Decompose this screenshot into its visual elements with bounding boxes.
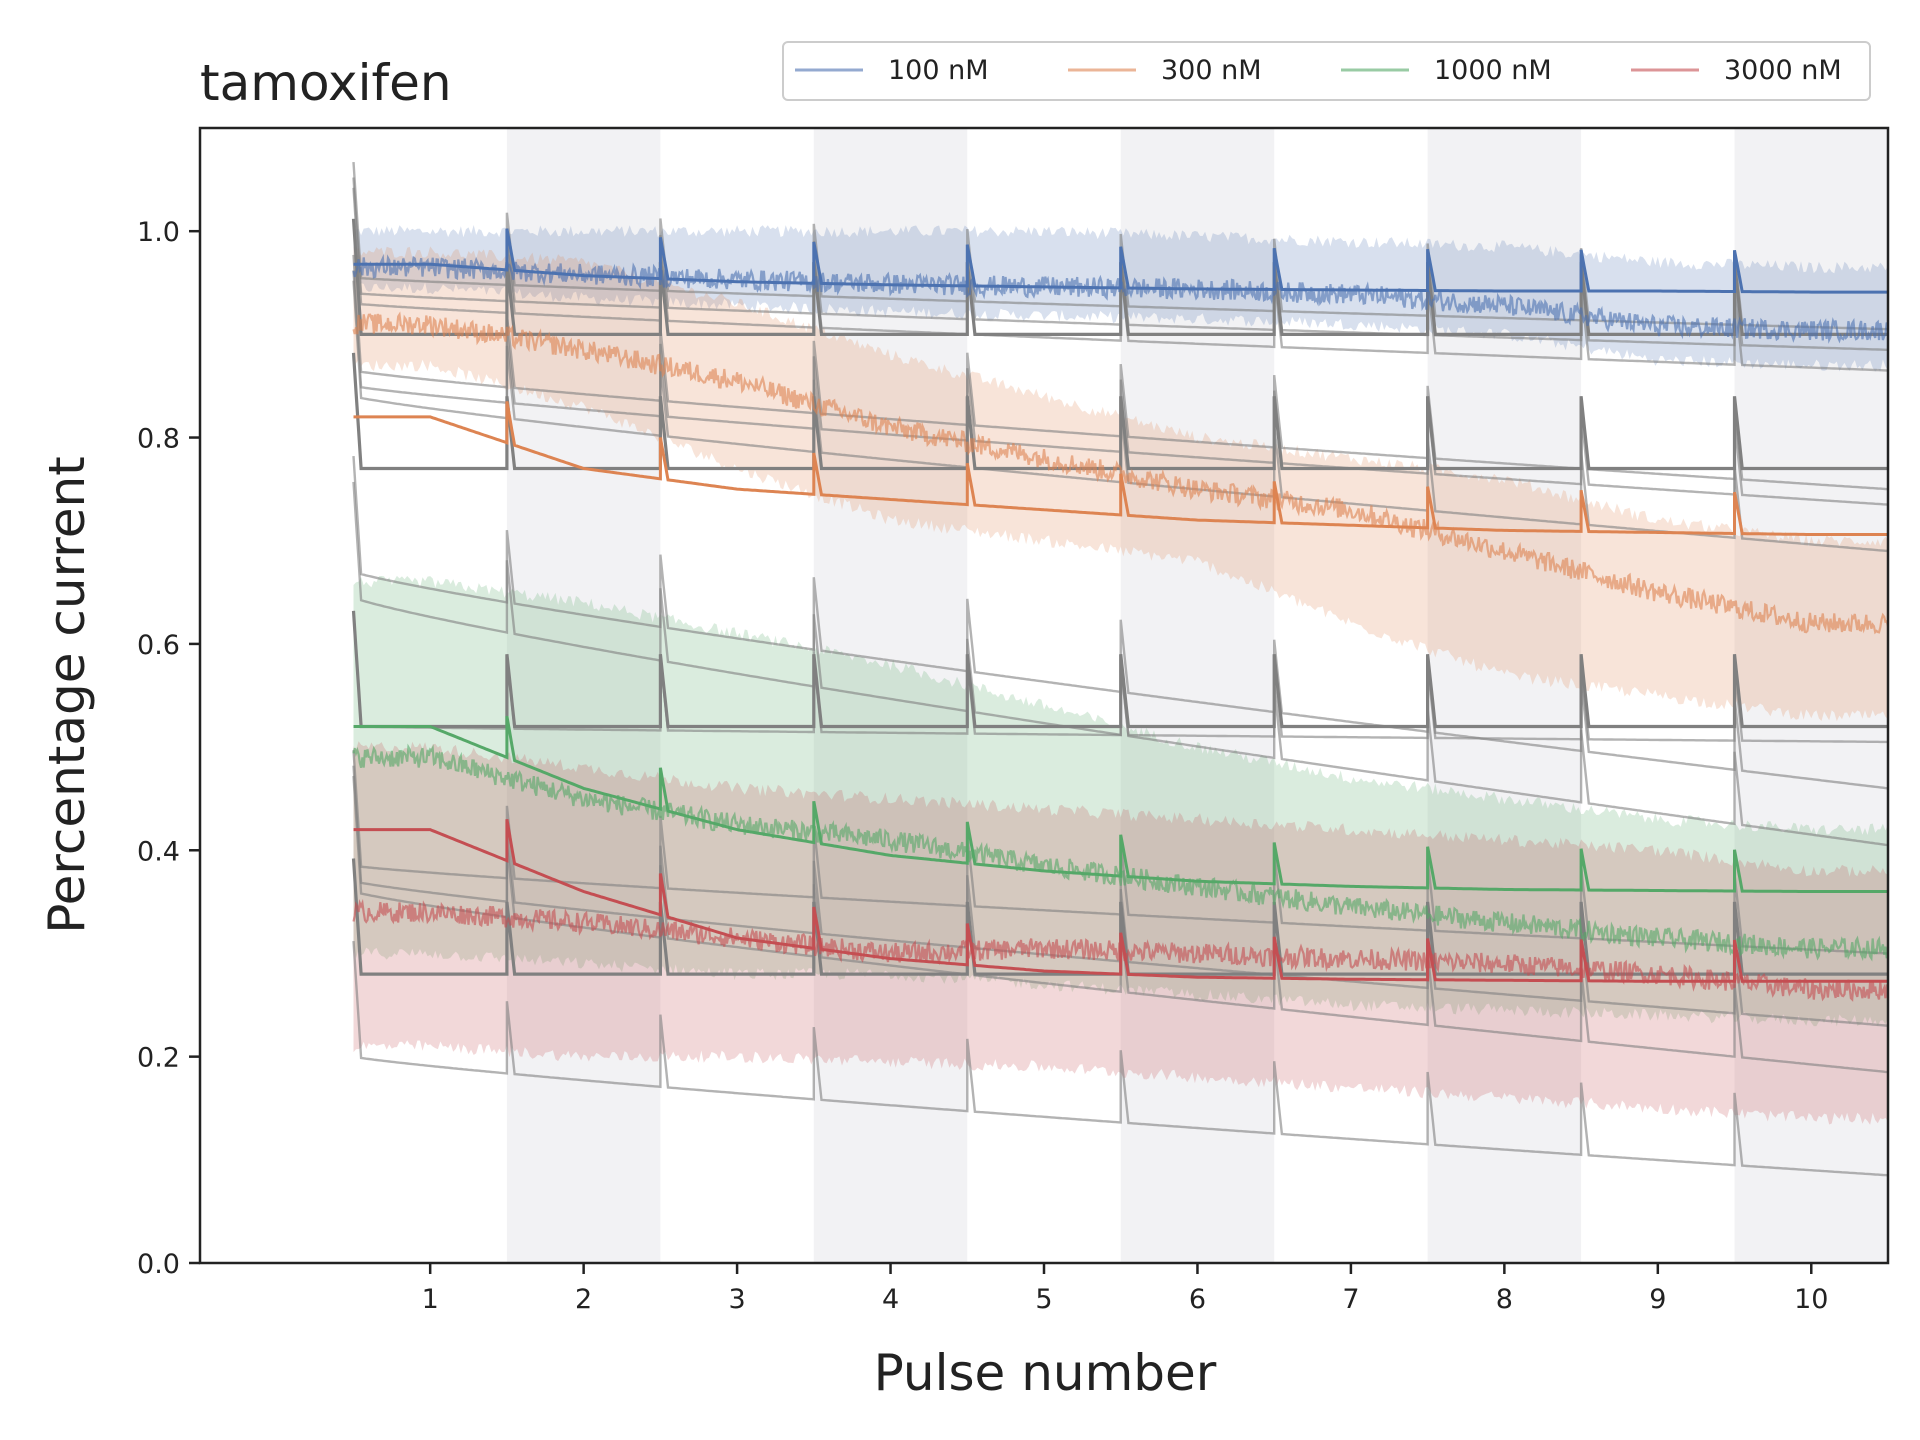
legend-label-300-nm: 300 nM: [1161, 55, 1262, 86]
x-tick-label-5: 5: [1035, 1284, 1052, 1315]
reference-fit-line-8: [351, 352, 1888, 471]
x-tick-label-2: 2: [575, 1284, 592, 1315]
pulse-shade-10: [1734, 128, 1888, 1263]
legend-label-3000-nm: 3000 nM: [1724, 55, 1842, 86]
y-tick-label-0.8: 0.8: [137, 424, 180, 455]
x-tick-label-8: 8: [1496, 1284, 1513, 1315]
data-line-1000-nm: [352, 743, 1890, 962]
y-tick-label-0.6: 0.6: [137, 630, 180, 661]
band-1000-nm: [353, 575, 1888, 1027]
y-tick-label-1: 1.0: [137, 217, 180, 248]
legend-box: [782, 41, 1871, 101]
pulse-shading-group: [506, 128, 1888, 1263]
reference-fits-group: [351, 162, 1889, 1177]
x-tick-label-1: 1: [422, 1284, 439, 1315]
axes-group: 1 2 3 4 5 6 7 8 9 10 0.0 0.2 0.4 0.6 0.8 1.0: [137, 126, 1890, 1315]
model-fit-1000-nm: [353, 715, 1888, 893]
x-tick-label-9: 9: [1649, 1284, 1666, 1315]
x-tick-label-7: 7: [1342, 1284, 1359, 1315]
y-axis-label: Percentage current: [38, 456, 96, 934]
data-line-300-nm: [352, 311, 1890, 635]
x-tick-label-10: 10: [1794, 1284, 1828, 1315]
chart-title: tamoxifen: [200, 54, 452, 112]
x-tick-label-4: 4: [882, 1284, 899, 1315]
model-fit-3000-nm: [353, 819, 1888, 983]
x-tick-label-3: 3: [728, 1284, 745, 1315]
model-fit-300-nm: [353, 401, 1888, 536]
x-axis-label: Pulse number: [874, 1344, 1217, 1402]
series-lines-group: [352, 228, 1890, 1002]
y-tick-label-0.4: 0.4: [137, 836, 180, 867]
reference-fit-line-17: [352, 941, 1889, 1177]
reference-fit-line-12: [352, 610, 1888, 744]
legend-label-1000-nm: 1000 nM: [1434, 55, 1552, 86]
x-tick-label-6: 6: [1189, 1284, 1206, 1315]
model-fit-100-nm: [353, 228, 1888, 294]
y-tick-label-0: 0.0: [137, 1249, 180, 1280]
y-tick-label-0.2: 0.2: [137, 1043, 180, 1074]
reference-fit-line-4: [351, 218, 1888, 336]
legend-label-100-nm: 100 nM: [888, 55, 989, 86]
legend: 100 nM 300 nM 1000 nM 3000 nM: [782, 41, 1871, 101]
